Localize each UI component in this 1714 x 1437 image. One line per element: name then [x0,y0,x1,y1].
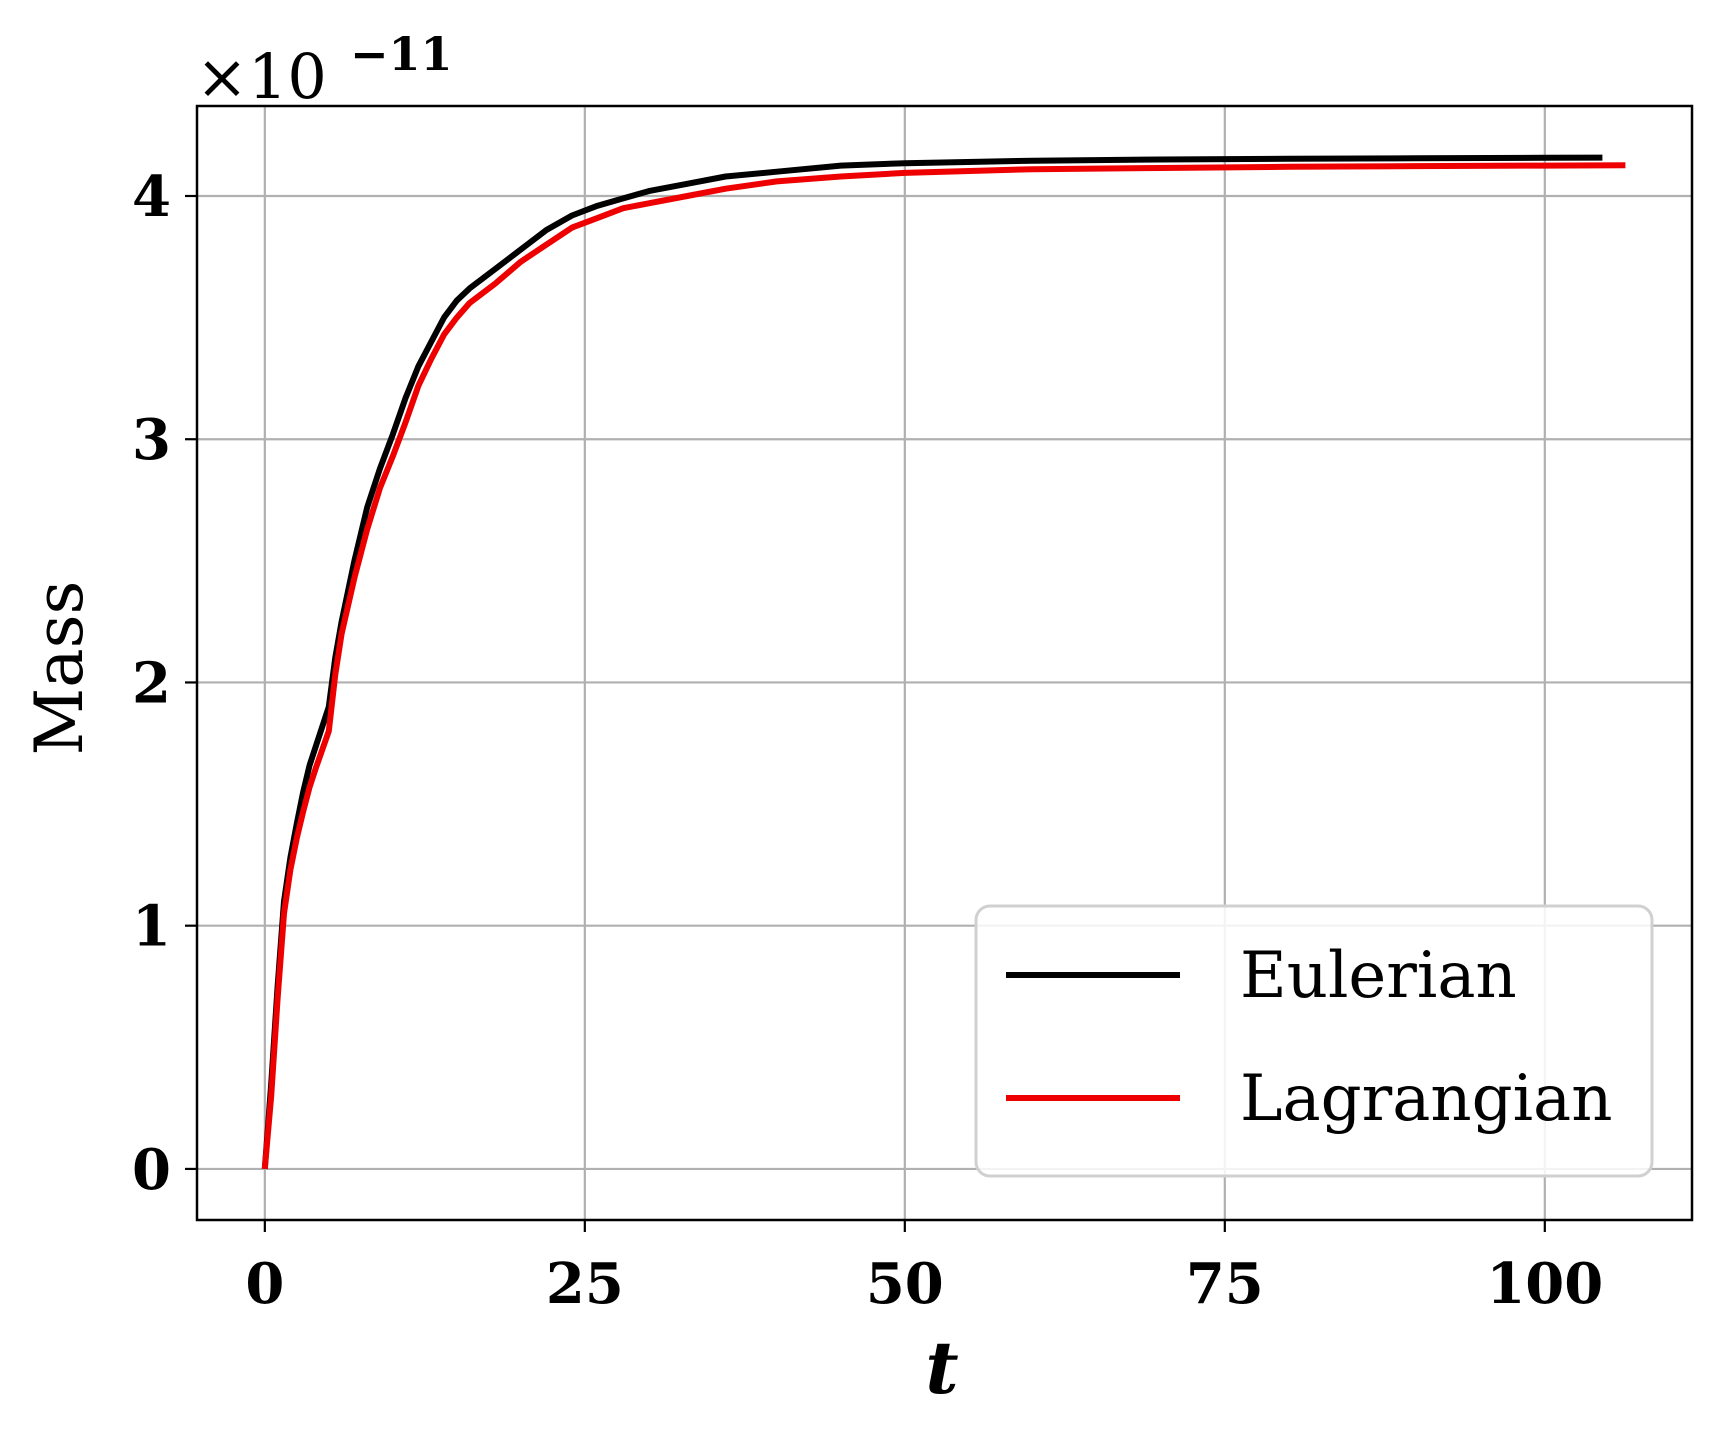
y-axis-ticks: 0 1 2 3 4 [132,164,197,1203]
series-layer [261,154,1626,1170]
y-tick-label-1: 1 [132,894,171,960]
y-axis-label: Mass [21,581,98,756]
legend-label-lagrangian: Lagrangian [1240,1062,1612,1136]
plot-frame [195,104,1694,1222]
grid [197,106,1692,1220]
y-tick-label-3: 3 [132,407,171,473]
y-axis-offset-label: ×10 −11 [196,27,453,113]
y-tick-label-2: 2 [132,650,171,716]
x-tick-label-75: 75 [1186,1251,1264,1317]
legend-label-eulerian: Eulerian [1240,939,1517,1013]
legend: Eulerian Lagrangian [974,904,1654,1178]
y-tick-label-4: 4 [132,164,171,230]
offset-exponent: −11 [350,27,453,81]
series-line-lagrangian [261,162,1626,1170]
x-tick-label-50: 50 [866,1251,944,1317]
x-axis-label: t [925,1325,958,1410]
x-tick-label-100: 100 [1486,1251,1603,1317]
x-tick-label-0: 0 [245,1251,284,1317]
series-line-eulerian [261,154,1603,1170]
y-tick-label-0: 0 [132,1137,171,1203]
x-axis-ticks: 0 25 50 75 100 [245,1220,1603,1317]
x-tick-label-25: 25 [546,1251,624,1317]
offset-multiplier: ×10 [196,40,327,113]
